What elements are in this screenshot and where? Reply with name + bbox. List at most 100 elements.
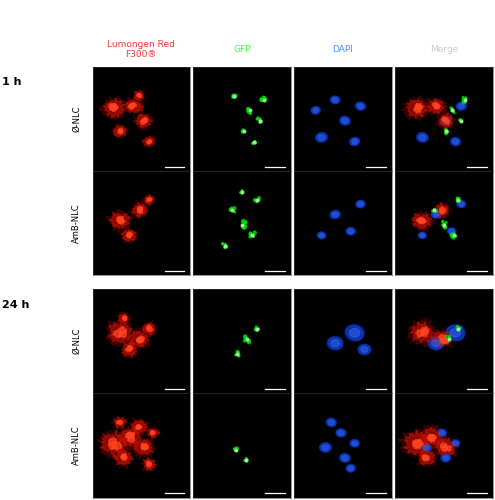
Polygon shape: [148, 198, 152, 201]
Polygon shape: [255, 328, 257, 329]
Polygon shape: [428, 336, 445, 350]
Polygon shape: [337, 429, 346, 436]
Polygon shape: [329, 420, 334, 424]
Polygon shape: [148, 140, 151, 143]
Polygon shape: [349, 137, 360, 146]
Polygon shape: [322, 445, 329, 450]
Polygon shape: [255, 328, 256, 330]
Polygon shape: [421, 427, 444, 446]
Polygon shape: [445, 132, 447, 134]
Polygon shape: [446, 130, 448, 132]
Polygon shape: [358, 202, 363, 206]
Polygon shape: [256, 118, 258, 120]
Polygon shape: [109, 212, 130, 228]
Polygon shape: [119, 420, 123, 424]
Polygon shape: [128, 104, 135, 109]
Polygon shape: [451, 236, 453, 238]
Polygon shape: [422, 456, 429, 461]
Polygon shape: [434, 202, 449, 219]
Polygon shape: [241, 192, 242, 194]
Polygon shape: [432, 210, 433, 212]
Polygon shape: [242, 190, 243, 192]
Polygon shape: [445, 336, 447, 338]
Polygon shape: [427, 434, 435, 441]
Polygon shape: [330, 96, 340, 104]
Polygon shape: [113, 330, 122, 337]
Polygon shape: [256, 201, 257, 203]
Polygon shape: [456, 102, 467, 110]
Polygon shape: [346, 465, 355, 472]
Polygon shape: [444, 226, 446, 228]
Polygon shape: [242, 131, 244, 133]
Polygon shape: [231, 207, 232, 208]
Polygon shape: [248, 108, 250, 112]
Polygon shape: [225, 245, 227, 247]
Polygon shape: [452, 110, 454, 112]
Polygon shape: [434, 104, 440, 108]
Polygon shape: [423, 445, 429, 450]
Polygon shape: [417, 424, 448, 450]
Polygon shape: [110, 105, 117, 112]
Polygon shape: [116, 217, 123, 224]
Point: [228, 206, 236, 214]
Polygon shape: [121, 228, 136, 242]
Polygon shape: [252, 234, 254, 236]
Polygon shape: [229, 208, 231, 210]
Polygon shape: [225, 246, 228, 248]
Text: 1 h: 1 h: [2, 77, 22, 87]
Polygon shape: [435, 438, 455, 455]
Polygon shape: [147, 462, 152, 466]
Polygon shape: [146, 426, 160, 438]
Polygon shape: [438, 430, 446, 436]
Polygon shape: [411, 214, 432, 230]
Point: [230, 92, 238, 100]
Point: [442, 127, 450, 135]
Polygon shape: [415, 446, 438, 467]
Polygon shape: [417, 218, 425, 224]
Polygon shape: [340, 454, 350, 462]
Polygon shape: [116, 311, 132, 324]
Polygon shape: [245, 460, 246, 462]
Point: [259, 96, 267, 104]
Polygon shape: [252, 142, 253, 144]
Polygon shape: [247, 459, 248, 460]
Polygon shape: [242, 220, 245, 224]
Polygon shape: [440, 442, 447, 448]
Polygon shape: [257, 199, 260, 202]
Point: [238, 188, 246, 196]
Polygon shape: [459, 202, 464, 206]
Polygon shape: [259, 122, 260, 124]
Polygon shape: [446, 340, 449, 343]
Polygon shape: [240, 192, 241, 194]
Polygon shape: [255, 326, 257, 327]
Polygon shape: [118, 129, 123, 134]
Point: [430, 206, 438, 214]
Polygon shape: [235, 354, 237, 356]
Polygon shape: [352, 441, 357, 446]
Polygon shape: [456, 198, 458, 200]
Polygon shape: [442, 116, 447, 122]
Polygon shape: [252, 142, 254, 144]
Polygon shape: [140, 120, 146, 125]
Polygon shape: [462, 98, 465, 102]
Polygon shape: [247, 109, 249, 111]
Polygon shape: [451, 108, 453, 110]
Polygon shape: [427, 98, 444, 114]
Polygon shape: [460, 120, 462, 121]
Polygon shape: [346, 228, 356, 235]
Polygon shape: [249, 236, 251, 238]
Polygon shape: [108, 438, 117, 446]
Point: [253, 196, 261, 204]
Polygon shape: [127, 346, 132, 351]
Polygon shape: [464, 98, 466, 100]
Polygon shape: [224, 246, 226, 248]
Text: GFP: GFP: [233, 45, 251, 54]
Polygon shape: [246, 458, 247, 459]
Polygon shape: [148, 327, 152, 332]
Polygon shape: [338, 430, 344, 435]
Polygon shape: [137, 424, 141, 430]
Polygon shape: [316, 133, 327, 142]
Polygon shape: [428, 328, 455, 348]
Polygon shape: [418, 232, 427, 238]
Polygon shape: [243, 224, 247, 228]
